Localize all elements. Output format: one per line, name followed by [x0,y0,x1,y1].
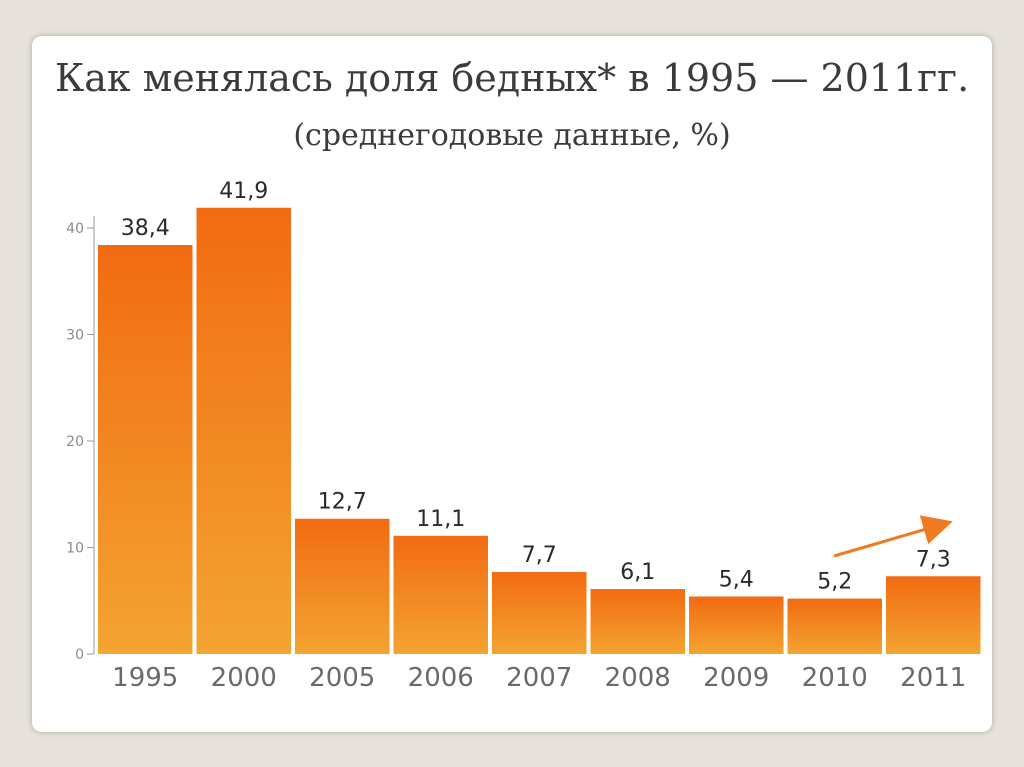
value-label-1995: 38,4 [121,216,170,241]
bar-2011 [886,576,981,654]
category-label-2010: 2010 [802,663,868,693]
category-label-2000: 2000 [211,663,277,693]
y-tick-label-30: 30 [66,328,84,344]
value-label-2009: 5,4 [719,567,754,592]
slide: Как менялась доля бедных* в 1995 — 2011г… [32,36,992,732]
bar-2009 [689,596,784,654]
value-label-2000: 41,9 [219,179,268,204]
bar-chart: 0 10 20 30 40 38,4 1995 41,9 2000 12,7 2005 11,1 200… [66,179,981,693]
category-label-2009: 2009 [703,663,769,693]
y-tick-label-40: 40 [66,221,84,237]
bar-2010 [787,598,882,654]
chart-title: Как менялась доля бедных* в 1995 — 2011г… [54,56,970,100]
category-label-2011: 2011 [900,663,966,693]
bar-2005 [295,518,390,654]
trend-arrow [833,515,953,558]
value-label-2011: 7,3 [916,547,951,572]
chart-subtitle: (среднегодовые данные, %) [293,118,731,153]
category-label-2007: 2007 [506,663,572,693]
bar-2000 [196,207,291,654]
category-label-2008: 2008 [605,663,671,693]
value-label-2007: 7,7 [522,543,557,568]
bar-2008 [590,589,685,654]
category-label-2005: 2005 [309,663,375,693]
y-tick-label-10: 10 [66,541,84,557]
y-tick-label-20: 20 [66,434,84,450]
value-label-2008: 6,1 [620,560,655,585]
category-label-1995: 1995 [112,663,178,693]
bar-2006 [393,535,488,654]
value-label-2006: 11,1 [416,507,465,532]
category-label-2006: 2006 [408,663,474,693]
value-label-2010: 5,2 [817,570,852,595]
bar-2007 [492,571,587,654]
bar-1995 [98,245,193,655]
value-label-2005: 12,7 [318,490,367,515]
y-tick-label-0: 0 [75,647,84,663]
